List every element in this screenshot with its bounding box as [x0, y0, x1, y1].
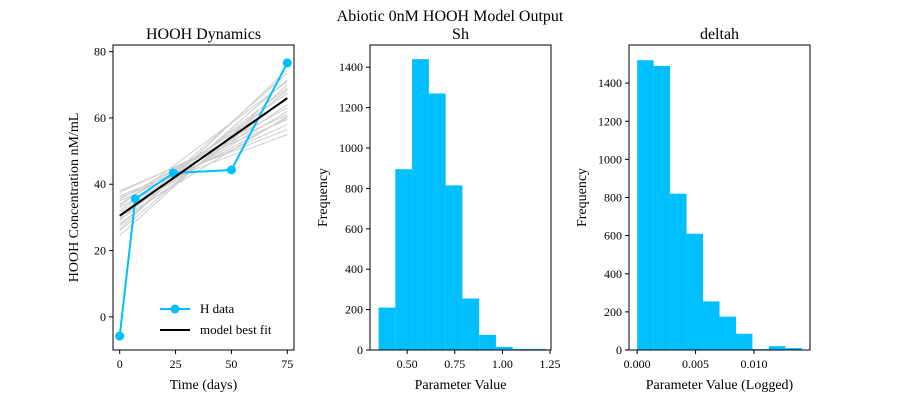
- ensemble-line: [119, 81, 288, 207]
- y-tick-label: 80: [94, 45, 106, 59]
- histogram-bar: [785, 348, 802, 350]
- x-tick-label: 75: [281, 357, 293, 371]
- ensemble-line: [119, 119, 288, 192]
- ensemble-line: [119, 69, 288, 230]
- y-tick-label: 0: [100, 310, 106, 324]
- ensemble-line: [119, 134, 288, 198]
- y-tick-label: 60: [94, 111, 106, 125]
- x-axis-title: Time (days): [170, 378, 238, 393]
- h-data-point: [282, 58, 292, 68]
- x-tick-label: 0.000: [624, 357, 651, 371]
- x-tick-label: 0.50: [397, 357, 418, 371]
- histogram-bar: [512, 348, 530, 350]
- best-fit-line: [119, 97, 288, 217]
- histogram-bar: [495, 346, 513, 350]
- panel-deltah-histogram: 0.000 0.005 0.010 0 200 400 600 800 1000 1200 1400…: [575, 26, 811, 393]
- x-tick-label: 1.00: [492, 357, 513, 371]
- x-tick-label: 0.005: [682, 357, 709, 371]
- x-axis-title: Parameter Value: [415, 378, 507, 393]
- y-tick-label: 20: [94, 244, 106, 258]
- x-tick-label: 0.75: [444, 357, 465, 371]
- y-tick-label: 200: [604, 305, 622, 319]
- panel-title: Sh: [452, 26, 469, 43]
- y-tick-label: 1200: [598, 114, 622, 128]
- ensemble-line: [119, 115, 288, 220]
- y-axis-title: HOOH Concentration nM/mL: [67, 113, 82, 283]
- y-tick-label: 400: [345, 262, 363, 276]
- plot-frame: [369, 44, 552, 351]
- x-tick-label: 0: [117, 357, 123, 371]
- y-tick-label: 1400: [339, 60, 363, 74]
- histogram-bars: [637, 60, 802, 350]
- y-tick-label: 400: [604, 267, 622, 281]
- x-tick-label: 1.25: [540, 357, 561, 371]
- histogram-bar: [462, 298, 480, 350]
- h-data-point: [115, 331, 125, 341]
- histogram-bar: [653, 65, 671, 350]
- figure-suptitle: Abiotic 0nM HOOH Model Output: [337, 8, 564, 25]
- y-tick-label: 600: [345, 222, 363, 236]
- y-tick-label: 1400: [598, 76, 622, 90]
- histogram-bar: [395, 169, 413, 350]
- panel-title: HOOH Dynamics: [146, 26, 261, 43]
- legend-h-data-marker: [170, 304, 180, 314]
- panel-title: deltah: [700, 26, 739, 43]
- panel-hooh-dynamics: 0 25 50 75 0 20 40 60 80 HOOH Dynamics Time (days)…: [67, 26, 295, 393]
- h-data-point: [130, 194, 140, 204]
- histogram-bar: [529, 348, 547, 350]
- x-tick-label: 25: [170, 357, 182, 371]
- ensemble-line: [119, 114, 288, 193]
- h-data-line: [118, 62, 289, 337]
- histogram-bar: [637, 60, 654, 350]
- histogram-bar: [445, 185, 463, 350]
- histogram-bar: [412, 59, 429, 351]
- y-tick-label: 200: [345, 303, 363, 317]
- plot-area: [115, 58, 292, 341]
- y-tick-label: 1200: [339, 101, 363, 115]
- histogram-bar: [719, 316, 736, 350]
- y-tick-label: 800: [604, 191, 622, 205]
- legend-fit-label: model best fit: [200, 322, 272, 337]
- histogram-bar: [428, 93, 446, 351]
- histogram-bar: [735, 333, 753, 350]
- y-tick-label: 1000: [598, 152, 622, 166]
- y-tick-label: 0: [357, 343, 363, 357]
- histogram-bar: [768, 346, 786, 350]
- h-data-point: [226, 165, 236, 175]
- panel-sh-histogram: 0.50 0.75 1.00 1.25 0 200 400 600 800 1000 1200 140…: [316, 26, 561, 393]
- x-tick-label: 0.010: [740, 357, 767, 371]
- x-tick-label: 50: [225, 357, 237, 371]
- y-axis-title: Frequency: [316, 168, 331, 227]
- y-tick-label: 600: [604, 229, 622, 243]
- histogram-bar: [378, 307, 396, 350]
- plot-frame: [112, 44, 295, 351]
- y-tick-label: 800: [345, 181, 363, 195]
- legend-h-data-label: H data: [200, 301, 235, 316]
- x-axis-title: Parameter Value (Logged): [646, 378, 794, 393]
- y-tick-label: 40: [94, 177, 106, 191]
- y-tick-label: 1000: [339, 141, 363, 155]
- h-data-point: [168, 168, 178, 178]
- y-axis-title: Frequency: [575, 168, 590, 227]
- y-tick-label: 0: [616, 343, 622, 357]
- histogram-bars: [378, 59, 547, 351]
- histogram-bar: [479, 334, 496, 350]
- legend: H data model best fit: [160, 301, 272, 337]
- ensemble-line: [119, 129, 288, 197]
- histogram-bar: [686, 233, 704, 350]
- histogram-bar: [670, 193, 687, 350]
- histogram-bar: [703, 301, 720, 350]
